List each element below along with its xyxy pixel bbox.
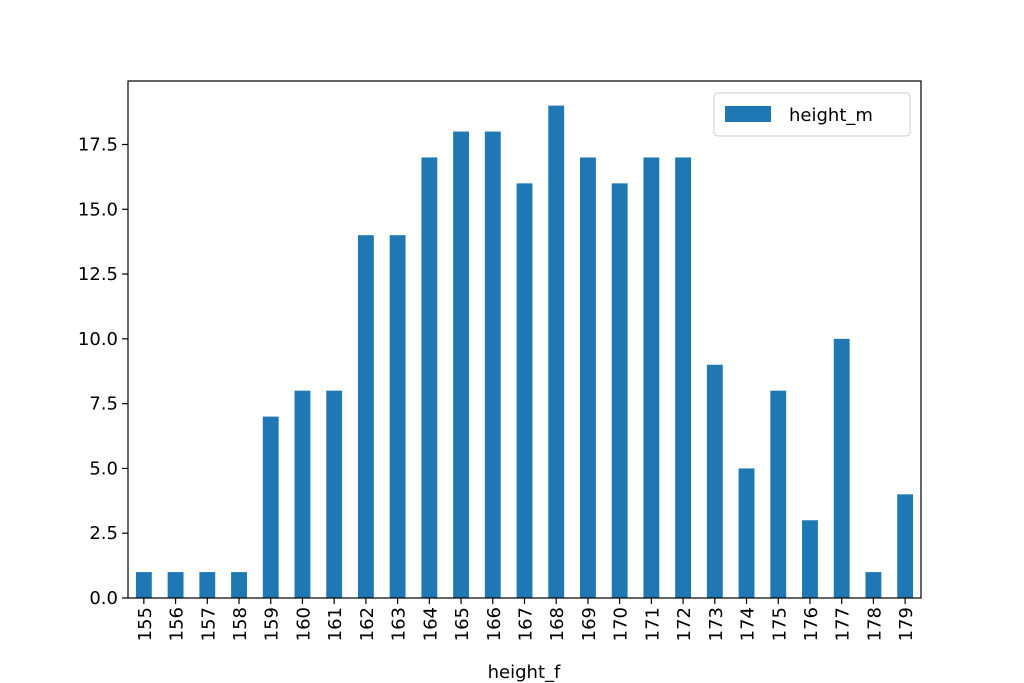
x-tick-label: 172 (674, 607, 695, 641)
x-tick-label: 171 (642, 607, 663, 641)
x-tick-label: 158 (230, 607, 251, 641)
x-tick-label: 164 (420, 607, 441, 641)
y-tick-label: 7.5 (89, 394, 118, 415)
bar (675, 157, 692, 599)
y-tick-label: 5.0 (89, 458, 118, 479)
x-tick-label: 170 (611, 607, 632, 641)
x-tick-label: 163 (389, 607, 410, 641)
y-tick-label: 12.5 (78, 264, 118, 285)
bar (326, 390, 343, 598)
y-tick-label: 15.0 (78, 199, 118, 220)
bar (865, 572, 882, 598)
bar (167, 572, 184, 598)
x-tick-label: 161 (325, 607, 346, 641)
x-tick-label: 176 (801, 607, 822, 641)
bar (389, 235, 406, 598)
x-tick-label: 168 (547, 607, 568, 641)
bar (135, 572, 152, 598)
bar (262, 416, 279, 598)
x-tick-label: 157 (198, 607, 219, 641)
x-tick-label: 162 (357, 607, 378, 641)
y-tick-label: 17.5 (78, 134, 118, 155)
bar (548, 105, 565, 598)
bar (833, 338, 850, 598)
x-tick-label: 177 (833, 607, 854, 641)
bar (516, 183, 533, 598)
x-tick-label: 173 (706, 607, 727, 641)
bar (770, 390, 787, 598)
bar (421, 157, 438, 599)
x-tick-label: 166 (484, 607, 505, 641)
bar (580, 157, 596, 599)
x-tick-label: 156 (167, 607, 188, 641)
x-tick-label: 167 (516, 607, 537, 641)
y-tick-label: 10.0 (78, 329, 118, 350)
bar (611, 183, 628, 598)
x-tick-label: 174 (738, 607, 759, 641)
bar (231, 572, 247, 598)
bar (706, 364, 723, 598)
plot-frame (127, 80, 922, 599)
legend-box (713, 92, 911, 137)
legend-swatch (725, 106, 771, 122)
x-tick-label: 159 (262, 607, 283, 641)
x-axis-label: height_f (488, 662, 561, 683)
x-tick-label: 160 (293, 607, 314, 641)
bar (897, 494, 914, 598)
bar (802, 520, 818, 598)
bar (738, 468, 755, 598)
y-tick-label: 2.5 (89, 523, 118, 544)
bar (484, 131, 501, 599)
x-tick-label: 169 (579, 607, 600, 641)
bar (453, 131, 469, 599)
bar (294, 390, 311, 598)
bar (643, 157, 660, 599)
y-tick-label: 0.0 (89, 588, 118, 609)
x-tick-label: 155 (135, 607, 156, 641)
x-tick-label: 165 (452, 607, 473, 641)
bar (199, 572, 216, 598)
legend-label: height_m (789, 105, 873, 126)
x-tick-label: 175 (769, 607, 790, 641)
bar (357, 235, 374, 598)
x-tick-label: 179 (896, 607, 917, 641)
x-tick-label: 178 (864, 607, 885, 641)
